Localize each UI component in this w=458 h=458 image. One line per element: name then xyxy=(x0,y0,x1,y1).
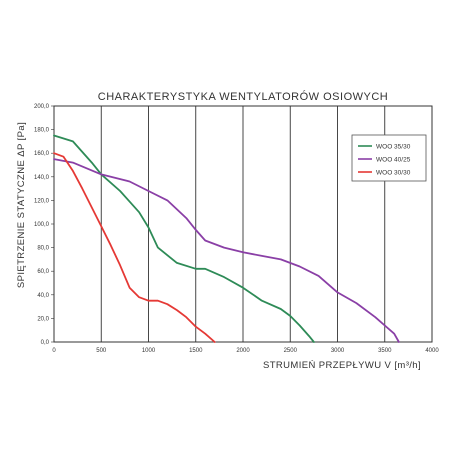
y-tick-label: 180,0 xyxy=(34,128,50,134)
legend-entry: WOO 40/25 xyxy=(376,156,411,163)
x-axis-label: STRUMIEŃ PRZEPŁYWU V [m³/h] xyxy=(263,360,421,371)
y-axis-label: SPIĘTRZENIE STATYCZNE ΔP [Pa] xyxy=(16,122,27,288)
y-tick-label: 20,0 xyxy=(37,316,49,322)
legend: WOO 35/30 WOO 40/25 WOO 30/30 xyxy=(351,134,427,182)
legend-entry: WOO 35/30 xyxy=(376,143,411,150)
series-line xyxy=(53,134,315,343)
y-tick-labels: 0,0 20,0 40,0 60,0 80,0 100,0 120,0 140,0 160,0 1… xyxy=(34,104,50,346)
x-tick-label: 2500 xyxy=(284,348,298,354)
legend-entry: WOO 30/30 xyxy=(376,169,411,176)
y-tick-label: 40,0 xyxy=(37,293,49,299)
series-line xyxy=(53,152,216,343)
y-tick-label: 200,0 xyxy=(34,104,50,110)
y-tick-label: 80,0 xyxy=(37,246,49,252)
x-tick-label: 500 xyxy=(96,348,107,354)
y-tick-label: 160,0 xyxy=(34,151,50,157)
x-tick-label: 2000 xyxy=(236,348,250,354)
x-tick-label: 3000 xyxy=(331,348,345,354)
x-tick-label: 3500 xyxy=(378,348,392,354)
y-tick-label: 0,0 xyxy=(41,340,50,346)
plot-grid xyxy=(51,105,433,343)
x-tick-labels: 0 500 1000 1500 2000 2500 3000 3500 4000 xyxy=(52,348,439,354)
series-line xyxy=(53,158,400,343)
x-tick-label: 4000 xyxy=(425,348,439,354)
y-tick-label: 140,0 xyxy=(34,175,50,181)
chart-title: CHARAKTERYSTYKA WENTYLATORÓW OSIOWYCH xyxy=(98,90,388,103)
y-tick-label: 120,0 xyxy=(34,198,50,204)
x-tick-label: 1000 xyxy=(142,348,156,354)
y-tick-label: 100,0 xyxy=(34,222,50,228)
legend-box xyxy=(351,134,427,182)
x-tick-label: 1500 xyxy=(189,348,203,354)
x-tick-label: 0 xyxy=(52,348,56,354)
y-tick-label: 60,0 xyxy=(37,269,49,275)
series-layer xyxy=(53,134,400,343)
